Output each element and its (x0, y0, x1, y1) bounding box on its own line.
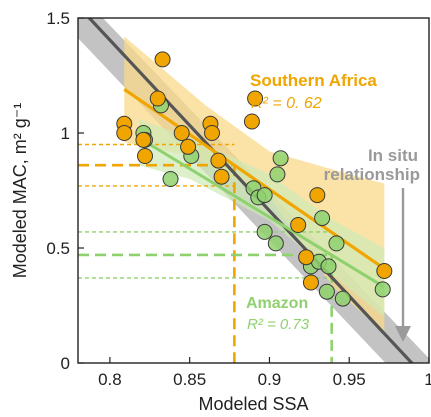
amazon-point (272, 150, 289, 167)
amazon-point (267, 235, 284, 252)
amazon-point (318, 283, 335, 300)
y-axis-label: Modeled MAC, m² g⁻¹ (10, 103, 30, 279)
amazon-point (328, 235, 345, 252)
southern-africa-point (116, 125, 133, 141)
southern-africa-point (154, 51, 171, 68)
southern-africa-point (137, 148, 154, 164)
southern-africa-point (180, 138, 197, 155)
southern-africa-point (210, 152, 227, 169)
southern-africa-point (135, 131, 152, 148)
southern-africa-point (298, 249, 315, 266)
amazon-point (334, 290, 351, 307)
southern-africa-point (213, 168, 230, 185)
y-tick-label: 1.5 (46, 9, 70, 28)
amazon-point (269, 166, 286, 183)
southern-africa-point (204, 125, 221, 141)
amazon-point (374, 281, 391, 298)
x-tick-label: 0.95 (333, 370, 366, 389)
amazon-point (162, 171, 179, 187)
southern-africa-label: Southern Africa (250, 71, 377, 90)
amazon-r2-label: R² = 0.73 (247, 316, 310, 333)
insitu-arrow-head (395, 326, 411, 342)
southern-africa-point (302, 274, 319, 291)
southern-africa-point (149, 90, 166, 107)
x-tick-label: 1 (424, 370, 431, 389)
x-tick-label: 0.8 (98, 370, 122, 389)
x-axis-label: Modeled SSA (198, 394, 308, 414)
amazon-fit-line (137, 136, 386, 289)
southern-africa-r2-label: R² = 0. 62 (251, 95, 322, 112)
southern-africa-point (243, 113, 260, 130)
southern-africa-point (309, 187, 326, 204)
southern-africa-point (247, 90, 264, 107)
amazon-point (314, 210, 331, 227)
x-tick-label: 0.9 (258, 370, 282, 389)
amazon-point (256, 223, 273, 240)
southern-africa-point (173, 125, 190, 141)
x-tick-label: 0.85 (173, 370, 206, 389)
y-tick-label: 1 (61, 124, 70, 143)
amazon-label: Amazon (246, 295, 308, 312)
y-tick-label: 0 (61, 354, 70, 373)
amazon-point (256, 187, 273, 204)
southern-africa-point (290, 217, 307, 233)
amazon-point (320, 258, 337, 275)
plot-frame (77, 17, 430, 364)
insitu-label-line1: In situ (368, 146, 418, 165)
southern-africa-point (376, 263, 393, 279)
y-tick-label: 0.5 (46, 239, 70, 258)
amazon-confidence-band (138, 119, 385, 317)
insitu-label-line2: relationship (324, 165, 420, 184)
